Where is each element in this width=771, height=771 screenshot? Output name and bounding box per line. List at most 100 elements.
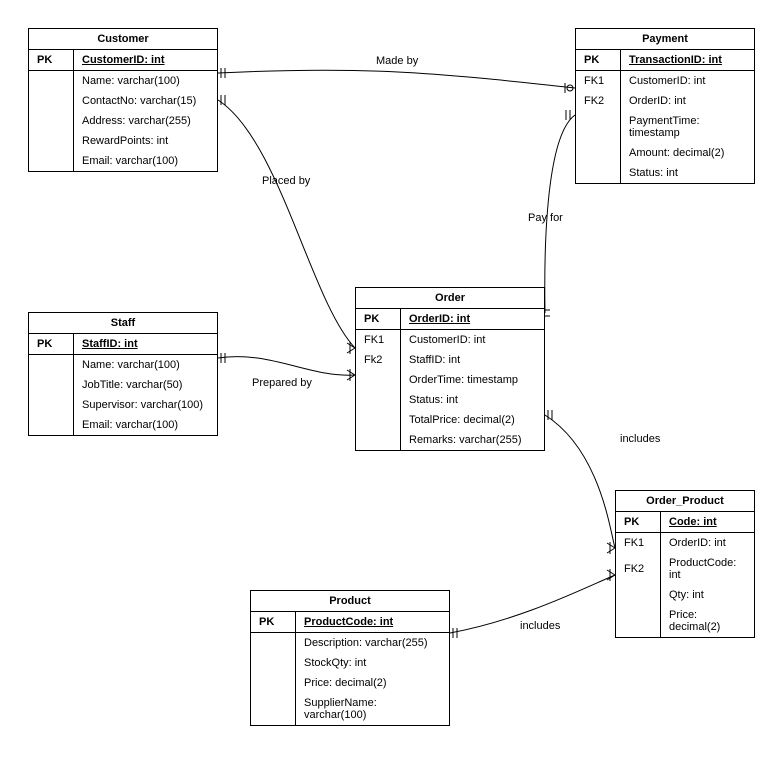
attr-label: Name: varchar(100) xyxy=(74,355,218,376)
key-label xyxy=(29,131,74,151)
attr-row: Name: varchar(100) xyxy=(29,71,217,92)
key-label xyxy=(29,375,74,395)
attr-row: Status: int xyxy=(576,163,754,183)
key-label: PK xyxy=(251,612,296,633)
attr-row: FK2ProductCode: int xyxy=(616,553,754,585)
key-label xyxy=(616,605,661,637)
attr-row: Email: varchar(100) xyxy=(29,151,217,171)
attr-label: PaymentTime: timestamp xyxy=(621,111,755,143)
key-label xyxy=(576,143,621,163)
attr-label: TotalPrice: decimal(2) xyxy=(401,410,545,430)
key-label: PK xyxy=(29,334,74,355)
entity-payment: Payment PKTransactionID: intFK1CustomerI… xyxy=(575,28,755,184)
key-label: FK1 xyxy=(616,533,661,554)
attr-row: Fk2StaffID: int xyxy=(356,350,544,370)
attr-label: OrderTime: timestamp xyxy=(401,370,545,390)
key-label xyxy=(251,693,296,725)
entity-order: Order PKOrderID: intFK1CustomerID: intFk… xyxy=(355,287,545,451)
relationship-label: Made by xyxy=(376,55,418,67)
attr-label: Description: varchar(255) xyxy=(296,633,450,654)
attr-label: RewardPoints: int xyxy=(74,131,218,151)
relationship-label: Prepared by xyxy=(252,377,312,389)
entity-title: Payment xyxy=(576,29,754,50)
attr-label: StockQty: int xyxy=(296,653,450,673)
key-label: PK xyxy=(616,512,661,533)
attr-row: ContactNo: varchar(15) xyxy=(29,91,217,111)
attr-label: JobTitle: varchar(50) xyxy=(74,375,218,395)
attr-row: Supervisor: varchar(100) xyxy=(29,395,217,415)
attr-row: StockQty: int xyxy=(251,653,449,673)
pk-row: PKStaffID: int xyxy=(29,334,217,355)
attr-label: Amount: decimal(2) xyxy=(621,143,755,163)
attr-label: Price: decimal(2) xyxy=(296,673,450,693)
attr-label: ProductCode: int xyxy=(296,612,450,633)
key-label xyxy=(356,370,401,390)
entity-title: Customer xyxy=(29,29,217,50)
attr-row: Remarks: varchar(255) xyxy=(356,430,544,450)
entity-title: Order xyxy=(356,288,544,309)
attr-row: RewardPoints: int xyxy=(29,131,217,151)
key-label: FK1 xyxy=(576,71,621,92)
attr-label: CustomerID: int xyxy=(401,330,545,351)
entity-attrs: PKTransactionID: intFK1CustomerID: intFK… xyxy=(576,50,754,183)
attr-row: PaymentTime: timestamp xyxy=(576,111,754,143)
attr-label: OrderID: int xyxy=(621,91,755,111)
key-label xyxy=(29,395,74,415)
key-label xyxy=(29,111,74,131)
entity-attrs: PKCode: intFK1OrderID: intFK2ProductCode… xyxy=(616,512,754,637)
key-label xyxy=(29,151,74,171)
attr-label: StaffID: int xyxy=(74,334,218,355)
entity-title: Order_Product xyxy=(616,491,754,512)
relationship-label: includes xyxy=(620,433,660,445)
entity-title: Product xyxy=(251,591,449,612)
attr-row: Name: varchar(100) xyxy=(29,355,217,376)
attr-label: CustomerID: int xyxy=(621,71,755,92)
attr-label: Qty: int xyxy=(661,585,755,605)
key-label: FK1 xyxy=(356,330,401,351)
entity-product: Product PKProductCode: intDescription: v… xyxy=(250,590,450,726)
key-label xyxy=(251,673,296,693)
attr-row: Email: varchar(100) xyxy=(29,415,217,435)
key-label: PK xyxy=(356,309,401,330)
entity-customer: Customer PKCustomerID: intName: varchar(… xyxy=(28,28,218,172)
attr-label: Email: varchar(100) xyxy=(74,415,218,435)
attr-label: StaffID: int xyxy=(401,350,545,370)
key-label xyxy=(616,585,661,605)
attr-row: OrderTime: timestamp xyxy=(356,370,544,390)
entity-attrs: PKProductCode: intDescription: varchar(2… xyxy=(251,612,449,725)
relationship-label: includes xyxy=(520,620,560,632)
attr-label: Remarks: varchar(255) xyxy=(401,430,545,450)
entity-title: Staff xyxy=(29,313,217,334)
pk-row: PKOrderID: int xyxy=(356,309,544,330)
attr-label: Name: varchar(100) xyxy=(74,71,218,92)
attr-row: Address: varchar(255) xyxy=(29,111,217,131)
entity-attrs: PKCustomerID: intName: varchar(100)Conta… xyxy=(29,50,217,171)
key-label xyxy=(29,415,74,435)
attr-label: Code: int xyxy=(661,512,755,533)
key-label xyxy=(356,390,401,410)
attr-label: OrderID: int xyxy=(401,309,545,330)
key-label xyxy=(356,410,401,430)
attr-row: Price: decimal(2) xyxy=(616,605,754,637)
entity-attrs: PKStaffID: intName: varchar(100)JobTitle… xyxy=(29,334,217,435)
pk-row: PKCustomerID: int xyxy=(29,50,217,71)
pk-row: PKCode: int xyxy=(616,512,754,533)
entity-order-product: Order_Product PKCode: intFK1OrderID: int… xyxy=(615,490,755,638)
attr-row: FK1CustomerID: int xyxy=(576,71,754,92)
attr-label: ContactNo: varchar(15) xyxy=(74,91,218,111)
entity-attrs: PKOrderID: intFK1CustomerID: intFk2Staff… xyxy=(356,309,544,450)
key-label xyxy=(29,91,74,111)
attr-label: Address: varchar(255) xyxy=(74,111,218,131)
attr-label: Email: varchar(100) xyxy=(74,151,218,171)
attr-label: ProductCode: int xyxy=(661,553,755,585)
key-label xyxy=(29,355,74,376)
attr-label: Price: decimal(2) xyxy=(661,605,755,637)
relationship-label: Placed by xyxy=(262,175,310,187)
attr-row: Price: decimal(2) xyxy=(251,673,449,693)
key-label: PK xyxy=(29,50,74,71)
attr-row: Amount: decimal(2) xyxy=(576,143,754,163)
entity-staff: Staff PKStaffID: intName: varchar(100)Jo… xyxy=(28,312,218,436)
attr-label: OrderID: int xyxy=(661,533,755,554)
attr-label: Status: int xyxy=(621,163,755,183)
key-label xyxy=(251,653,296,673)
